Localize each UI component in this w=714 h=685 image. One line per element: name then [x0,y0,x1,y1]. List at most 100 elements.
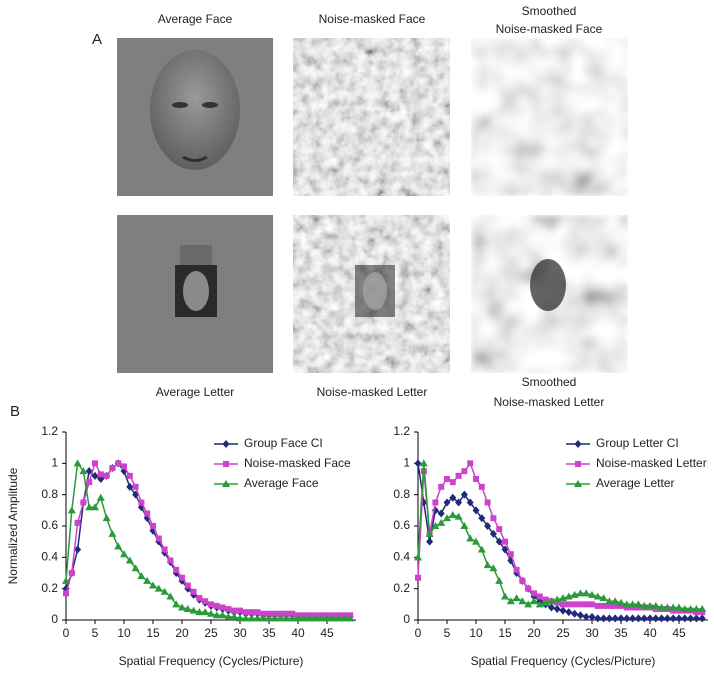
x-tick-label: 5 [444,626,451,640]
marker [149,581,157,589]
marker [611,614,619,623]
marker [334,614,343,622]
marker [600,614,608,623]
marker [178,603,186,611]
marker [115,460,122,467]
marker [67,506,76,514]
marker [242,609,249,616]
marker [167,557,174,564]
panel-label: B [10,403,20,420]
y-tick-label: 0.6 [393,518,410,532]
marker [79,467,88,475]
marker [467,460,474,467]
marker [207,609,215,617]
image-smoothed-face [471,38,628,196]
marker [477,545,486,553]
marker [172,600,181,608]
marker [629,614,637,623]
marker [635,604,642,611]
marker [681,614,689,623]
marker [91,503,99,511]
marker [126,482,134,491]
marker [571,601,578,608]
marker [506,597,515,605]
marker [582,612,590,621]
marker [483,561,492,569]
marker [634,614,642,623]
marker [212,611,221,619]
x-tick-label: 5 [92,626,99,640]
marker [594,602,601,609]
marker [265,614,273,622]
x-tick-label: 10 [469,626,483,640]
marker [495,576,504,584]
legend-label: Average Face [244,476,319,490]
legend-marker [223,461,229,467]
marker [589,601,595,608]
y-tick-label: 0.4 [393,550,410,564]
marker [686,605,695,613]
marker [259,614,268,622]
marker [623,614,631,623]
x-tick-label: 40 [291,626,305,640]
marker [414,553,422,561]
marker [426,537,434,546]
marker [299,614,308,622]
marker [629,604,636,611]
legend-marker [574,480,582,487]
marker [131,564,140,572]
marker [323,614,331,622]
marker [419,459,428,467]
x-tick-label: 30 [585,626,599,640]
y-tick-label: 0.8 [41,487,58,501]
marker [652,614,660,623]
y-tick-label: 0 [51,612,58,626]
x-axis-label: Spatial Frequency (Cycles/Picture) [471,654,656,668]
image-title: Noise-masked Letter [317,385,428,399]
marker [571,609,579,618]
legend-label: Group Letter CI [596,436,679,450]
marker [495,537,503,546]
x-tick-label: 15 [498,626,512,640]
marker [173,566,180,573]
marker [502,538,508,545]
legend-label: Noise-masked Face [244,456,351,470]
marker [461,468,468,475]
marker [425,529,434,537]
marker [484,499,491,506]
marker [414,459,422,468]
marker [437,509,445,518]
marker [125,556,134,564]
marker [669,614,677,623]
legend-label: Noise-masked Letter [596,456,707,470]
marker [593,592,602,600]
marker [208,601,214,608]
marker [196,595,203,602]
marker [74,545,82,554]
marker [600,602,607,609]
image-title: Smoothed [522,375,577,389]
marker [438,483,445,490]
image-noise-masked-face [293,38,450,196]
marker [640,614,648,623]
marker [496,526,503,533]
marker [669,603,678,611]
y-tick-label: 0.4 [41,550,58,564]
marker [144,510,151,517]
marker [692,614,700,623]
marker [455,498,463,507]
x-tick-label: 25 [556,626,570,640]
marker [230,612,239,620]
marker [460,522,469,529]
marker [489,564,498,572]
marker [634,600,643,608]
marker [85,503,94,511]
x-tick-label: 45 [320,626,334,640]
marker [583,601,590,608]
marker [190,588,197,595]
marker [96,493,105,501]
marker [698,614,706,623]
marker [340,614,349,622]
marker [623,604,630,611]
marker [218,611,227,619]
